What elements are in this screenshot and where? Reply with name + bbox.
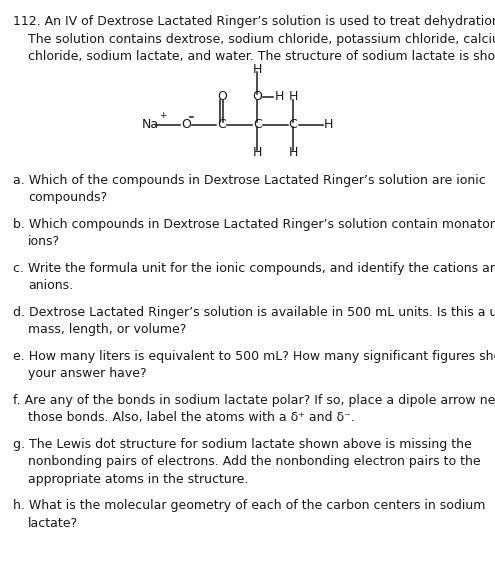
Text: lactate?: lactate? (28, 517, 78, 530)
Text: e. How many liters is equivalent to 500 mL? How many significant figures should: e. How many liters is equivalent to 500 … (13, 350, 495, 362)
Text: C: C (253, 118, 262, 131)
Text: The solution contains dextrose, sodium chloride, potassium chloride, calcium: The solution contains dextrose, sodium c… (28, 32, 495, 45)
Text: d. Dextrose Lactated Ringer’s solution is available in 500 mL units. Is this a u: d. Dextrose Lactated Ringer’s solution i… (13, 306, 495, 318)
Text: compounds?: compounds? (28, 191, 107, 204)
Text: mass, length, or volume?: mass, length, or volume? (28, 323, 187, 336)
Text: g. The Lewis dot structure for sodium lactate shown above is missing the: g. The Lewis dot structure for sodium la… (13, 437, 472, 451)
Text: H: H (253, 146, 262, 159)
Text: f. Are any of the bonds in sodium lactate polar? If so, place a dipole arrow nex: f. Are any of the bonds in sodium lactat… (13, 394, 495, 407)
Text: h. What is the molecular geometry of each of the carbon centers in sodium: h. What is the molecular geometry of eac… (13, 499, 486, 512)
Text: your answer have?: your answer have? (28, 367, 147, 380)
Text: c. Write the formula unit for the ionic compounds, and identify the cations and: c. Write the formula unit for the ionic … (13, 262, 495, 274)
Text: O: O (252, 90, 262, 103)
Text: H: H (324, 118, 333, 131)
Text: O: O (181, 118, 191, 131)
Text: anions.: anions. (28, 279, 73, 292)
Text: appropriate atoms in the structure.: appropriate atoms in the structure. (28, 473, 248, 485)
Text: a. Which of the compounds in Dextrose Lactated Ringer’s solution are ionic: a. Which of the compounds in Dextrose La… (13, 173, 486, 187)
Text: nonbonding pairs of electrons. Add the nonbonding electron pairs to the: nonbonding pairs of electrons. Add the n… (28, 455, 481, 468)
Text: ions?: ions? (28, 235, 60, 248)
Text: 112. An IV of Dextrose Lactated Ringer’s solution is used to treat dehydration i: 112. An IV of Dextrose Lactated Ringer’s… (13, 15, 495, 28)
Text: C: C (289, 118, 297, 131)
Text: H: H (275, 90, 284, 103)
Text: H: H (253, 63, 262, 75)
Text: O: O (217, 90, 227, 103)
Text: H: H (289, 90, 297, 103)
Text: b. Which compounds in Dextrose Lactated Ringer’s solution contain monatomic: b. Which compounds in Dextrose Lactated … (13, 218, 495, 230)
Text: +: + (159, 111, 166, 119)
Text: chloride, sodium lactate, and water. The structure of sodium lactate is shown be: chloride, sodium lactate, and water. The… (28, 50, 495, 63)
Text: those bonds. Also, label the atoms with a δ⁺ and δ⁻.: those bonds. Also, label the atoms with … (28, 411, 355, 424)
Text: H: H (289, 146, 297, 159)
Text: Na: Na (142, 118, 159, 131)
Text: C: C (217, 118, 226, 131)
